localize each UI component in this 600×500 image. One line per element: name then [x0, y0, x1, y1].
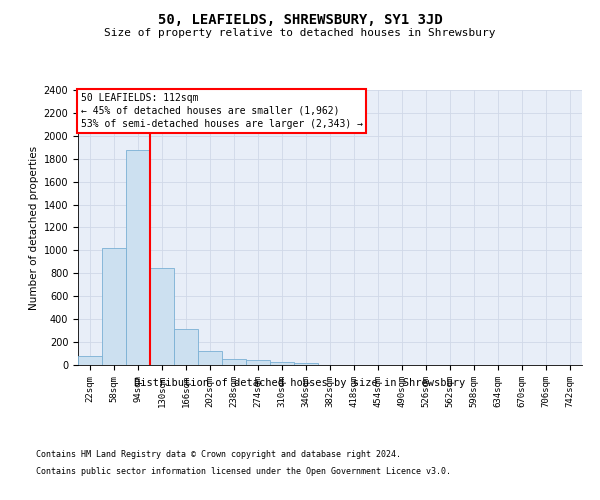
Text: Contains public sector information licensed under the Open Government Licence v3: Contains public sector information licen…	[36, 468, 451, 476]
Text: Size of property relative to detached houses in Shrewsbury: Size of property relative to detached ho…	[104, 28, 496, 38]
Text: 50 LEAFIELDS: 112sqm
← 45% of detached houses are smaller (1,962)
53% of semi-de: 50 LEAFIELDS: 112sqm ← 45% of detached h…	[80, 92, 362, 129]
Bar	[198, 351, 222, 365]
Bar	[126, 150, 150, 365]
Bar	[294, 364, 318, 365]
Text: 50, LEAFIELDS, SHREWSBURY, SY1 3JD: 50, LEAFIELDS, SHREWSBURY, SY1 3JD	[158, 12, 442, 26]
Text: Contains HM Land Registry data © Crown copyright and database right 2024.: Contains HM Land Registry data © Crown c…	[36, 450, 401, 459]
Bar	[102, 248, 126, 365]
Bar	[78, 356, 102, 365]
Bar	[150, 268, 174, 365]
Bar	[270, 362, 294, 365]
Bar	[246, 360, 270, 365]
Bar	[222, 358, 246, 365]
Text: Distribution of detached houses by size in Shrewsbury: Distribution of detached houses by size …	[134, 378, 466, 388]
Bar	[174, 330, 198, 365]
Y-axis label: Number of detached properties: Number of detached properties	[29, 146, 40, 310]
